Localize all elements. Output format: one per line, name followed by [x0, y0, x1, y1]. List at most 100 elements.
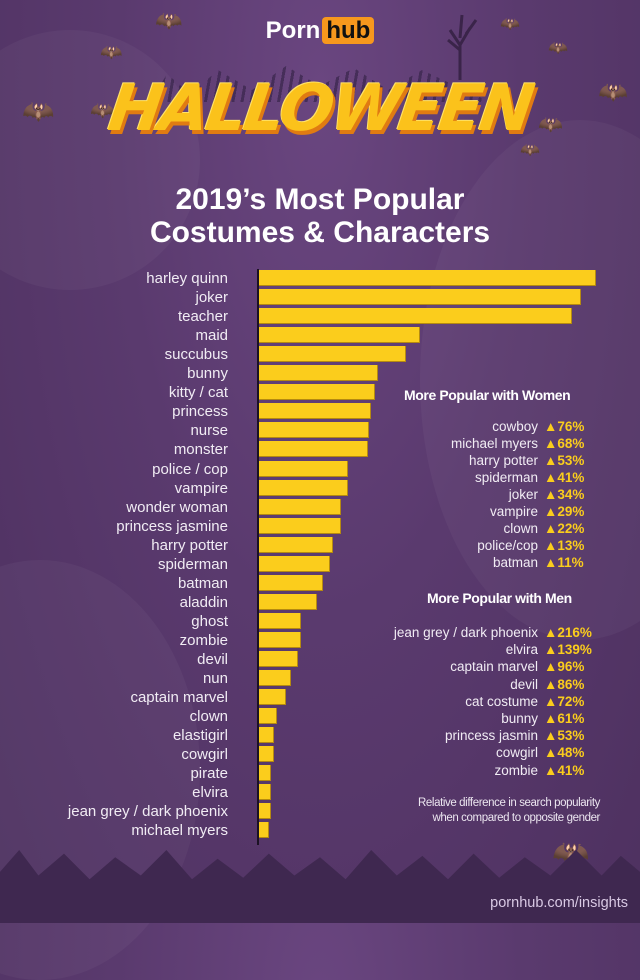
difference-value: ▲11%	[544, 555, 584, 570]
bar-label: succubus	[164, 346, 228, 364]
bar	[259, 555, 330, 572]
page-title: 2019’s Most Popular Costumes & Character…	[0, 183, 640, 249]
bar-row: harley quinn	[0, 269, 620, 288]
difference-value: ▲61%	[544, 711, 585, 726]
bar	[259, 746, 274, 763]
bar-label: vampire	[174, 479, 228, 497]
bar-label: batman	[177, 574, 228, 592]
bar-row: princess jasmine	[0, 517, 620, 536]
women-list-item: clown ▲22%	[0, 520, 584, 537]
bat-icon: 🦇	[100, 42, 123, 62]
bar	[259, 670, 291, 687]
bar-label: elvira	[192, 784, 228, 802]
bar-label: captain marvel	[130, 689, 228, 707]
men-list-item: princess jasmin ▲53%	[0, 727, 584, 744]
women-list-item: michael myers ▲68%	[0, 435, 584, 452]
costume-name: vampire	[489, 504, 538, 519]
bar-row: maid	[0, 326, 620, 345]
bar	[259, 784, 271, 801]
bat-icon: 🦇	[548, 40, 568, 57]
women-list-item: harry potter ▲53%	[0, 452, 584, 469]
bar-row: monster	[0, 440, 620, 459]
women-list-item: spiderman ▲41%	[0, 469, 584, 486]
difference-value: ▲41%	[544, 470, 585, 485]
bar-label: teacher	[177, 308, 228, 326]
bar	[259, 308, 572, 325]
bar-row: captain marvel	[0, 688, 620, 707]
bar	[259, 708, 277, 725]
bar	[259, 403, 371, 420]
bar-row: ghost	[0, 612, 620, 631]
bar-row: kitty / cat	[0, 383, 620, 402]
bar-row: bunny	[0, 364, 620, 383]
bar	[259, 651, 298, 667]
bar	[259, 327, 420, 344]
bar-label: jean grey / dark phoenix	[67, 803, 228, 821]
brand-logo: Porn hub	[0, 17, 640, 45]
bar-row: elastigirl	[0, 726, 620, 745]
women-list-item: batman ▲11%	[0, 554, 584, 571]
bar-label: pirate	[190, 765, 228, 783]
costume-name: harry potter	[468, 453, 538, 468]
bar-label: clown	[189, 708, 228, 726]
difference-value: ▲22%	[544, 521, 585, 536]
difference-value: ▲34%	[544, 487, 585, 502]
bar-row: vampire	[0, 479, 620, 498]
costume-name: cat costume	[465, 693, 538, 709]
bar-row: succubus	[0, 345, 620, 364]
women-panel-title: More Popular with Women	[404, 387, 571, 403]
costume-name: bunny	[501, 711, 538, 726]
bar	[259, 822, 269, 839]
bar-row: spiderman	[0, 555, 620, 574]
bar-label: joker	[195, 289, 228, 307]
dead-tree-icon	[440, 10, 480, 80]
men-list-item: bunny ▲61%	[0, 710, 584, 727]
bar-label: zombie	[179, 631, 228, 649]
bar-row: princess	[0, 402, 620, 421]
women-list-item: cowboy ▲76%	[0, 418, 584, 435]
bar-label: bunny	[187, 365, 228, 383]
bat-icon: 🦇	[90, 100, 115, 122]
footnote: Relative difference in search popularity…	[360, 796, 600, 826]
bat-icon: 🦇	[155, 8, 183, 33]
bar	[259, 689, 286, 706]
bar-row: wonder woman	[0, 498, 620, 517]
bar-row: batman	[0, 574, 620, 593]
men-list-item: elvira ▲139%	[0, 641, 592, 658]
costume-name: cowboy	[492, 419, 538, 434]
difference-value: ▲53%	[544, 728, 585, 744]
costume-name: captain marvel	[450, 659, 538, 675]
bar-label: michael myers	[131, 822, 228, 840]
bar-label: spiderman	[157, 555, 228, 573]
bar-label: princess	[172, 403, 228, 421]
difference-value: ▲29%	[544, 504, 585, 519]
bar	[259, 270, 596, 286]
difference-value: ▲139%	[544, 642, 592, 658]
difference-value: ▲68%	[544, 436, 585, 451]
bar	[259, 631, 301, 648]
bar-label: harry potter	[151, 536, 228, 554]
bar-row: jean grey / dark phoenix	[0, 802, 620, 821]
bar-row: clown	[0, 707, 620, 726]
bar-label: maid	[195, 327, 228, 345]
bar-label: police / cop	[152, 460, 228, 478]
footnote-line-2: when compared to opposite gender	[432, 812, 601, 824]
costume-name: devil	[510, 676, 538, 692]
bar-row: joker	[0, 288, 620, 307]
bar-row: teacher	[0, 307, 620, 326]
bar	[259, 498, 341, 515]
difference-value: ▲76%	[544, 419, 585, 434]
bar	[259, 384, 375, 401]
difference-value: ▲86%	[544, 676, 585, 692]
bar-label: cowgirl	[181, 746, 228, 764]
chart-axis	[257, 269, 259, 845]
bar-label: ghost	[191, 612, 228, 630]
bar	[259, 612, 301, 629]
bat-icon: 🦇	[22, 96, 55, 126]
footnote-line-1: Relative difference in search popularity	[418, 797, 600, 809]
costume-name: jean grey / dark phoenix	[393, 625, 538, 640]
footer-url: pornhub.com/insights	[490, 895, 628, 911]
bat-icon: 🦇	[500, 16, 520, 33]
bar-label: aladdin	[179, 593, 228, 611]
bar-label: kitty / cat	[168, 384, 228, 402]
